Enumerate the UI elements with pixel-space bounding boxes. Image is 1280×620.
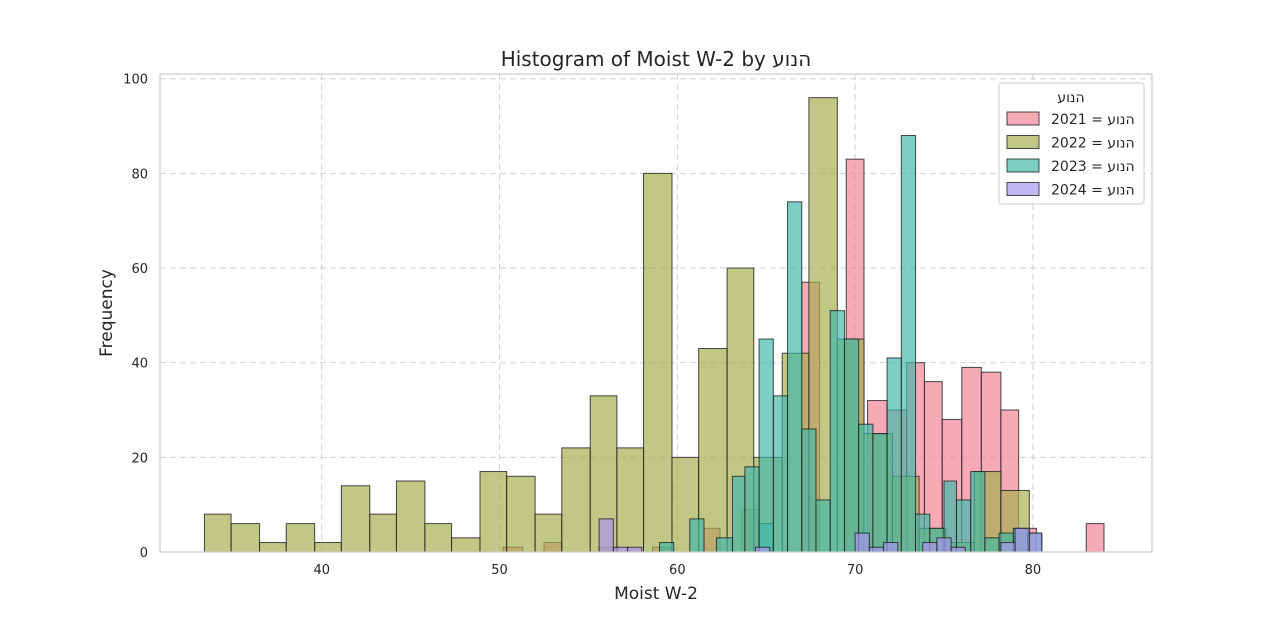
plot-frame — [159, 73, 1153, 553]
legend-label: הנוע = 2024 — [1051, 183, 1135, 199]
histogram-bar — [230, 523, 261, 553]
x-tick-label: 60 — [669, 563, 686, 578]
axis-ticks: 40 50 60 70 80 0 20 40 60 80 100 — [123, 73, 1041, 578]
histogram-bar — [340, 485, 371, 553]
histogram-bar — [744, 466, 760, 553]
histogram-bar — [868, 546, 885, 553]
legend-label: הנוע = 2022 — [1051, 136, 1135, 152]
histogram-bar — [984, 537, 1000, 553]
histogram-bar — [259, 542, 287, 553]
histogram-bar — [950, 546, 966, 553]
legend-label: הנוע = 2021 — [1051, 112, 1135, 128]
histogram-bar — [598, 518, 614, 553]
histogram-bar — [815, 499, 831, 553]
y-tick-label: 80 — [131, 167, 148, 182]
histogram-bar — [479, 471, 508, 553]
histogram-bar — [843, 338, 860, 553]
histogram-bar — [872, 433, 888, 553]
legend-label: הנוע = 2023 — [1051, 159, 1135, 175]
histogram-bar — [285, 523, 316, 553]
histogram-bar — [395, 480, 426, 553]
histogram-bar — [612, 546, 629, 553]
histogram-bar — [314, 542, 342, 553]
histogram-bar — [854, 532, 870, 553]
histogram-bar — [506, 475, 536, 553]
histogram-bar — [534, 513, 563, 553]
y-tick-label: 0 — [140, 546, 148, 561]
histogram-bar — [886, 357, 902, 553]
legend-swatch — [1006, 111, 1040, 126]
y-tick-label: 100 — [123, 73, 148, 88]
histogram-bar — [900, 135, 917, 553]
histogram-bar — [755, 546, 771, 553]
y-axis-label: Frequency — [97, 269, 117, 357]
legend-title: הנוע — [1057, 90, 1084, 106]
histogram-bar — [970, 471, 986, 553]
legend: הנוע הנוע = 2021 הנוע = 2022 הנוע = 2023 הנ… — [998, 82, 1145, 205]
histogram-bar — [627, 546, 643, 553]
histogram-bar — [715, 537, 733, 553]
histogram-bar — [1085, 523, 1105, 553]
histogram-bars — [203, 97, 1105, 553]
x-axis-label: Moist W-2 — [614, 584, 698, 604]
y-tick-label: 20 — [131, 451, 148, 466]
legend-swatch — [1006, 182, 1040, 196]
histogram-bar — [1014, 527, 1030, 553]
histogram-bar — [731, 475, 746, 553]
legend-swatch — [1006, 135, 1040, 149]
histogram-bar — [883, 542, 899, 553]
histogram-bar — [451, 537, 481, 553]
histogram-bar — [643, 172, 673, 553]
y-tick-label: 40 — [131, 357, 148, 372]
histogram-bar — [829, 310, 845, 553]
x-tick-label: 70 — [847, 563, 864, 578]
histogram-bar — [772, 395, 789, 553]
y-tick-label: 60 — [131, 262, 148, 277]
x-tick-label: 80 — [1025, 563, 1042, 578]
histogram-bar — [203, 513, 232, 553]
histogram-bar — [801, 428, 817, 553]
histogram-bar — [936, 537, 952, 553]
x-tick-label: 40 — [314, 563, 331, 578]
legend-swatch — [1006, 158, 1040, 173]
histogram-bar — [698, 347, 728, 553]
histogram-bar — [922, 542, 938, 553]
histogram-bar — [689, 518, 705, 553]
histogram-bar — [1000, 542, 1016, 553]
histogram-bar — [758, 338, 774, 553]
histogram-bar — [424, 523, 453, 553]
histogram-bar — [369, 513, 397, 553]
histogram-bar — [616, 447, 645, 553]
histogram-bar — [659, 542, 675, 553]
histogram-bar — [1028, 532, 1043, 553]
histogram-bar — [561, 447, 591, 553]
histogram-bar — [787, 201, 803, 553]
histogram-bar — [955, 499, 972, 553]
x-tick-label: 50 — [491, 563, 508, 578]
chart-title: Histogram of Moist W-2 by הנוע — [501, 47, 812, 71]
